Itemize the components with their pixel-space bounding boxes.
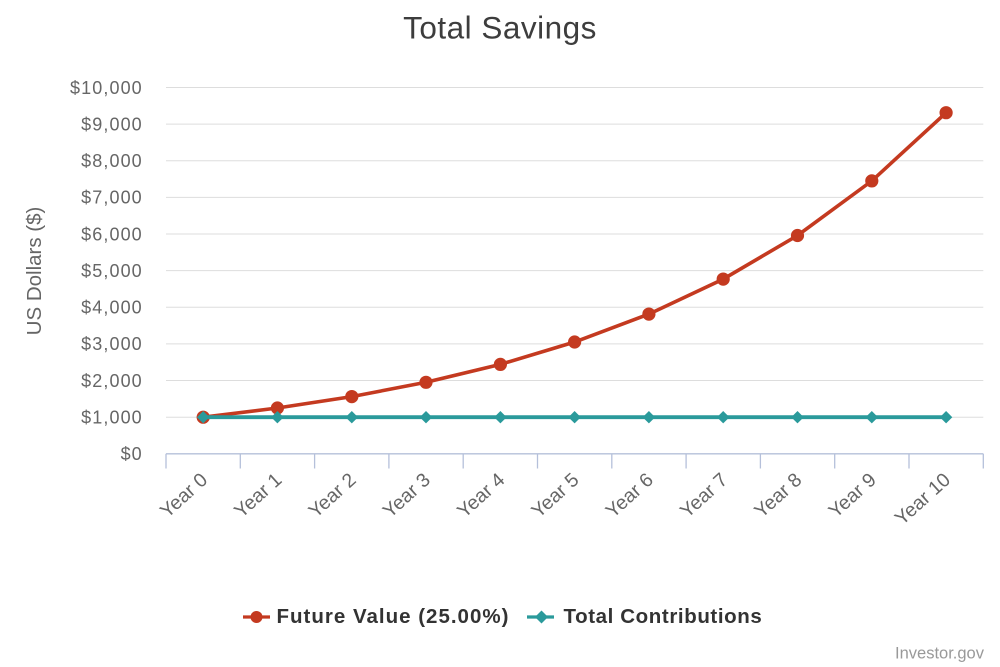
svg-text:$1,000: $1,000 — [81, 408, 143, 428]
svg-text:$4,000: $4,000 — [81, 298, 143, 318]
svg-text:Future Value (25.00%): Future Value (25.00%) — [277, 605, 510, 628]
svg-text:Investor.gov: Investor.gov — [895, 645, 985, 663]
svg-text:US Dollars ($): US Dollars ($) — [23, 207, 46, 336]
svg-text:$7,000: $7,000 — [81, 188, 143, 208]
svg-text:$3,000: $3,000 — [81, 334, 143, 354]
svg-text:Total Contributions: Total Contributions — [564, 605, 763, 628]
svg-text:Total Savings: Total Savings — [403, 10, 597, 46]
svg-text:$8,000: $8,000 — [81, 151, 143, 171]
svg-text:$6,000: $6,000 — [81, 224, 143, 244]
svg-text:$5,000: $5,000 — [81, 261, 143, 281]
svg-text:$10,000: $10,000 — [70, 78, 143, 98]
svg-text:$0: $0 — [121, 444, 143, 464]
svg-text:$2,000: $2,000 — [81, 371, 143, 391]
svg-text:$9,000: $9,000 — [81, 114, 143, 134]
